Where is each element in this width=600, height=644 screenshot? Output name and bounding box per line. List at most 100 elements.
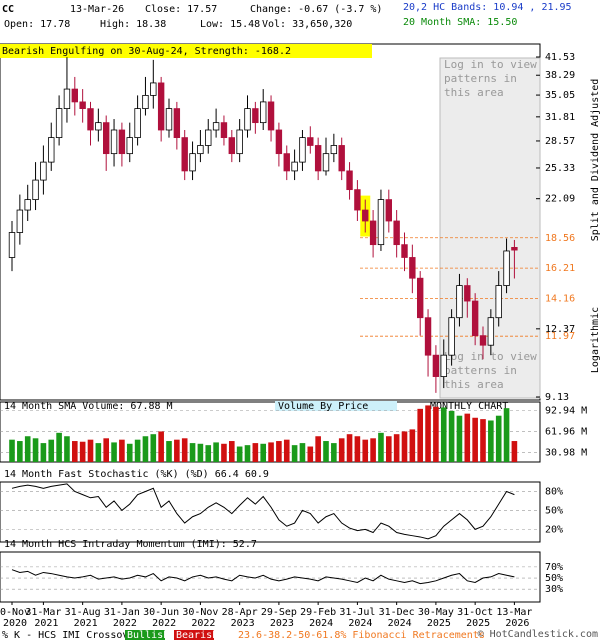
x-tick-label: 31-Oct 2025 [457,607,493,629]
volume-bar [72,441,78,462]
y-tick-label: 50% [545,573,563,584]
x-tick-part: 2022 [107,618,137,629]
y-tick-label: 30% [545,584,563,595]
change: Change: -0.67 (-3.7 %) [250,4,382,15]
volume-bar [244,445,251,462]
candle-body [495,285,502,319]
volume-bar [283,439,290,462]
y-tick-label: 70% [545,562,563,573]
panel-title: 14 Month Fast Stochastic (%K) (%D) 66.4 … [4,469,269,480]
volume-bar [229,441,235,462]
bullish-box [125,630,165,640]
volume-bar [24,436,31,462]
volume-bar [417,408,423,462]
y-tick-label: 92.94 M [545,405,587,416]
candle-body [197,145,204,155]
x-tick-label: 30-Jun 2022 [143,607,179,629]
candle-body [244,108,251,131]
x-tick-part: 30-Jun [143,607,179,618]
candle-body [416,277,424,319]
volume-bar [17,441,23,462]
symbol: CC [2,4,14,15]
volume-bar [134,439,141,462]
volume-bar [464,413,471,462]
x-tick-label: 31-Mar 2021 [25,607,61,629]
volume-bar [103,438,109,462]
volume: Vol: 33,650,320 [262,19,352,30]
candle-body [283,153,290,172]
candle-body [385,199,392,222]
x-tick-part: 31-Aug [65,607,101,618]
candle-body [291,161,298,172]
footer-crossover: % K - HCS IMI Crossover: [2,630,147,640]
candle-body [212,122,220,131]
stochastic-panel [0,481,541,543]
volume-bar [150,434,157,462]
vbp: Volume By Price [278,401,368,412]
candle-body [220,122,228,139]
volume-bar [79,441,86,462]
volume-bar [378,432,384,462]
volume-bar [48,439,55,462]
volume-bar [268,442,274,462]
x-tick-part: 30-Nov [0,607,30,618]
candle-body [362,209,369,222]
y-tick-label: 35.05 [545,90,575,101]
candle-body [24,199,31,211]
candle-body [464,285,471,302]
x-tick-part: 2023 [264,618,294,629]
volume-bar [276,441,282,462]
x-tick-part: 2024 [342,618,372,629]
candle-body [487,317,495,346]
volume-bar [511,441,518,462]
candle-body [126,137,133,155]
volume-bar [189,443,196,462]
candle-body [275,129,283,155]
x-tick-part: 31-Dec [379,607,415,618]
candle-body [479,335,487,346]
candle-body [87,108,94,131]
candle-body [330,145,338,155]
candle-body [40,161,47,181]
y-tick-label: 25.33 [545,163,575,174]
candle-body [205,129,212,146]
y-tick-label: 31.81 [545,112,575,123]
x-tick-part: 30-Nov [182,607,218,618]
x-tick-label: 13-Mar 2026 [496,607,532,629]
y-tick-label: 12.37 [545,324,575,335]
pattern-banner [0,44,372,58]
x-tick-part: 2021 [28,618,58,629]
x-tick-part: 28-Apr [222,607,258,618]
candle-body [142,94,149,110]
candle-body [150,82,157,96]
volume-bar [213,442,219,462]
fib-label: 14.16 [545,294,575,305]
candle-body [346,170,353,191]
candle-body [173,108,181,139]
x-tick-part: 2024 [303,618,333,629]
candle-body [95,122,102,131]
candle-body [165,108,173,131]
bands: 20,2 HC Bands: 10.94 , 21.95 [403,2,572,13]
volume-bar [291,445,298,462]
candle-body [118,129,126,155]
volume-bar [315,436,321,462]
candle-body [228,137,235,155]
candle-body [189,153,196,172]
candle-body [103,122,110,155]
x-tick-part: 2020 [0,618,27,629]
volume-bar [409,429,416,462]
volume-bar [331,443,337,462]
y-tick-label: 50% [545,505,563,516]
volume-bar [158,431,164,462]
volume-bar [299,443,306,462]
close: Close: 17.57 [145,4,217,15]
x-tick-label: 31-Jan 2022 [104,607,140,629]
volume-bar [64,436,70,462]
y-tick-label: 38.29 [545,70,575,81]
volume-bar [448,410,455,462]
fib-label: 16.21 [545,263,575,274]
y-tick-label: 9.13 [545,392,569,403]
y-tick-label: 30.98 M [545,448,587,459]
copyright: © HotCandlestick.com [478,629,598,640]
